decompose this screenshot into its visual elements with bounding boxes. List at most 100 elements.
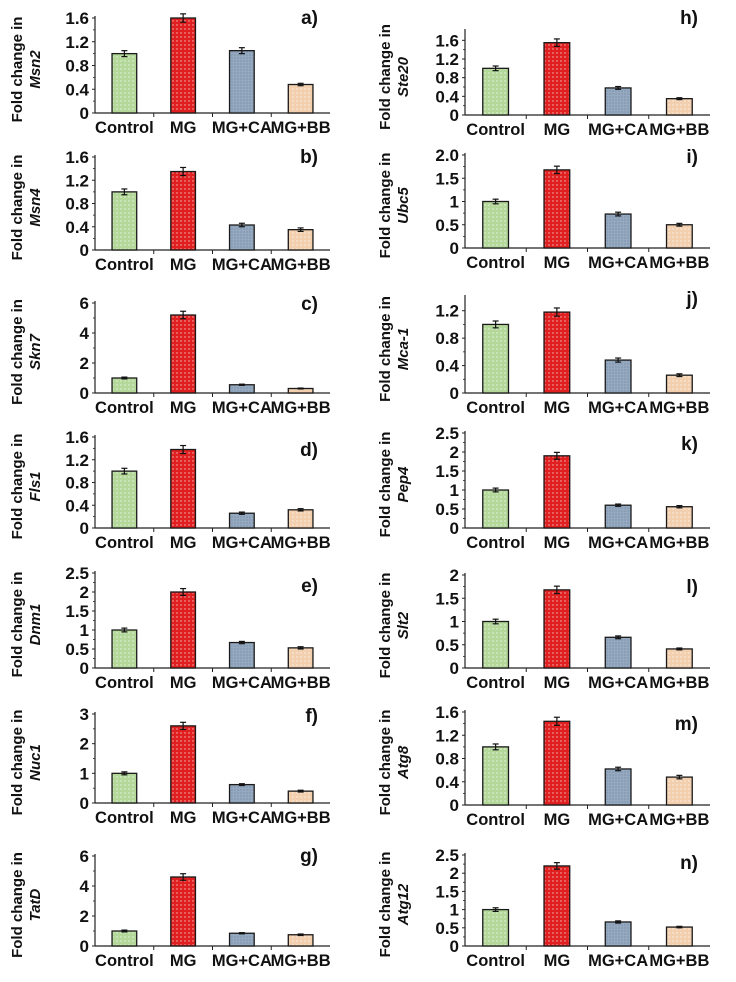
y-tick-label: 1.5 [65, 602, 89, 621]
panel-label: g) [300, 846, 318, 867]
y-tick-label: 1.2 [65, 33, 89, 52]
bar-pattern [606, 638, 630, 667]
y-tick-label: 1 [450, 481, 459, 500]
x-tick-label: MG [544, 534, 571, 552]
bar-pattern [230, 934, 254, 945]
y-axis-label: Fold change in [9, 299, 26, 405]
x-tick-label: MG+BB [649, 811, 709, 829]
bar-pattern [113, 631, 136, 667]
panel-label: b) [300, 147, 318, 168]
y-tick-label: 1 [80, 621, 89, 640]
y-tick-label: 0.5 [435, 500, 459, 519]
y-axis-label: Fold change in [377, 710, 394, 816]
bar-pattern [483, 202, 508, 247]
y-tick-label: 2.5 [65, 564, 89, 583]
x-tick-label: MG+CA [588, 811, 648, 829]
bar-pattern [230, 514, 254, 527]
bar-pattern [667, 649, 692, 667]
bar-pattern [483, 747, 508, 804]
y-tick-label: 1.2 [435, 302, 459, 321]
y-tick-label: 4 [80, 324, 90, 343]
y-tick-label: 0.8 [435, 750, 459, 769]
gene-name-label: Msn2 [27, 50, 44, 89]
y-tick-label: 1.5 [435, 882, 459, 901]
x-tick-label: MG+BB [649, 254, 709, 272]
gene-name-label: Dnm1 [27, 604, 44, 646]
y-axis-label: Fold change in [9, 572, 26, 678]
panel-label: e) [301, 576, 318, 597]
x-tick-label: MG+CA [588, 254, 648, 272]
bar-pattern [171, 19, 195, 112]
x-tick-label: Control [95, 534, 154, 552]
panel-label: m) [675, 714, 698, 735]
y-tick-label: 0.5 [65, 640, 89, 659]
y-tick-label: 0.8 [65, 57, 89, 76]
y-tick-label: 0 [450, 659, 459, 678]
y-tick-label: 0 [450, 106, 459, 125]
bar-pattern [113, 379, 136, 392]
panel-label: f) [305, 706, 318, 727]
gene-name-label: Msn4 [27, 188, 44, 227]
x-tick-label: Control [95, 809, 154, 827]
y-tick-label: 0.8 [65, 474, 89, 493]
y-tick-label: 1.6 [65, 9, 89, 28]
y-tick-label: 0 [80, 519, 89, 538]
x-tick-label: MG+BB [649, 121, 709, 139]
x-tick-label: MG+BB [649, 674, 709, 692]
bar-pattern [113, 932, 136, 945]
y-tick-label: 2 [80, 583, 89, 602]
x-tick-label: MG+BB [271, 674, 331, 692]
x-tick-label: Control [466, 534, 525, 552]
y-axis-label: Fold change in [9, 852, 26, 958]
y-tick-label: 1.5 [435, 589, 459, 608]
bar-pattern [171, 593, 195, 667]
bar-pattern [289, 85, 312, 112]
bar-pattern [113, 472, 136, 527]
x-tick-label: MG [170, 399, 197, 417]
x-tick-label: MG+BB [271, 119, 331, 137]
x-tick-label: MG [544, 254, 571, 272]
bar-pattern [545, 722, 569, 804]
x-tick-label: Control [466, 674, 525, 692]
x-tick-label: MG+CA [588, 952, 648, 970]
gene-name-label: Nuc1 [27, 744, 44, 781]
y-tick-label: 1.2 [435, 50, 459, 69]
panel-n: 00.511.522.5 Control MG MG+CA MG+BB n) Fold ch… [377, 846, 710, 970]
y-tick-label: 1.6 [65, 148, 89, 167]
x-tick-label: Control [466, 399, 525, 417]
x-tick-label: MG [170, 534, 197, 552]
y-tick-label: 1 [80, 764, 89, 783]
bar-pattern [667, 99, 692, 114]
panel-k: 00.511.522.5 Control MG MG+CA MG+BB k) Fold ch… [377, 424, 710, 552]
y-tick-label: 0 [80, 794, 89, 813]
y-tick-label: 0.4 [65, 218, 89, 237]
gene-name-label: Atg8 [395, 745, 412, 780]
gene-name-label: Atg12 [395, 883, 412, 926]
x-tick-label: MG+CA [588, 674, 648, 692]
x-tick-label: Control [95, 119, 154, 137]
y-tick-label: 1.6 [435, 31, 459, 50]
bar-pattern [171, 172, 195, 249]
bar-pattern [545, 313, 569, 392]
x-tick-label: MG [170, 809, 197, 827]
bar-pattern [483, 910, 508, 945]
y-axis-label: Fold change in [9, 17, 26, 123]
x-tick-label: MG+CA [588, 534, 648, 552]
y-tick-label: 1.2 [435, 726, 459, 745]
panel-l: 0 0.5 1 1.5 2 Control MG MG+CA MG+BB l) Fold chang… [377, 566, 710, 692]
panel-label: c) [301, 294, 318, 315]
bar-pattern [171, 316, 195, 392]
y-tick-label: 0.4 [435, 87, 459, 106]
bar-pattern [483, 325, 508, 392]
y-tick-label: 0.4 [65, 496, 89, 515]
bar-pattern [606, 215, 630, 247]
x-tick-label: MG [170, 256, 197, 274]
y-tick-label: 0 [80, 104, 89, 123]
y-tick-label: 0 [80, 937, 89, 956]
y-tick-label: 0 [80, 384, 89, 403]
panel-label: j) [685, 289, 698, 310]
panel-m: 0 0.4 0.8 1.2 1.6 Control MG MG+CA MG+BB m) Fold c… [377, 703, 710, 829]
y-tick-label: 1.2 [65, 171, 89, 190]
